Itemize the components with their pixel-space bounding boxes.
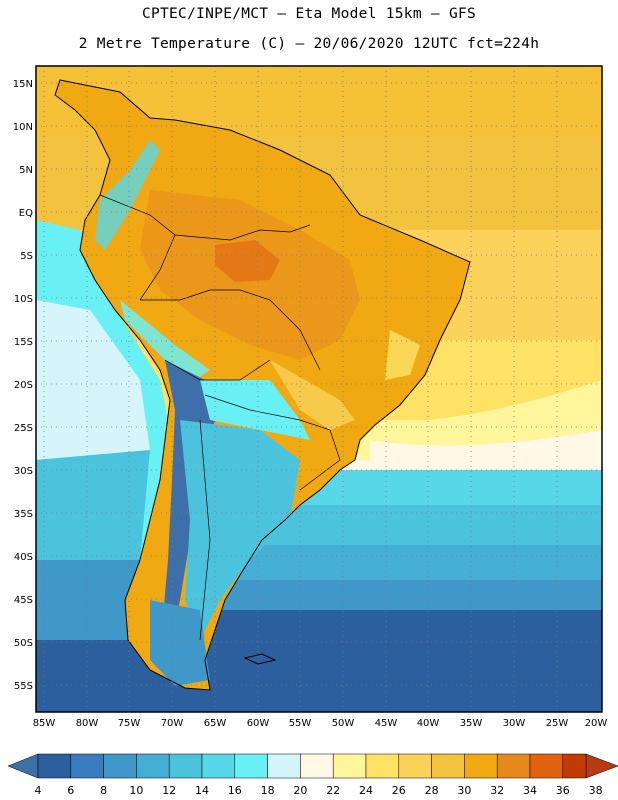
- lon-label: 35W: [460, 718, 483, 729]
- lat-label: 20S: [14, 380, 33, 391]
- lat-label: 30S: [14, 466, 33, 477]
- colorbar-label: 10: [129, 784, 143, 797]
- colorbar-label: 34: [523, 784, 537, 797]
- lon-label: 40W: [417, 718, 440, 729]
- lat-label: 25S: [14, 423, 33, 434]
- colorbar-segment: [365, 753, 400, 779]
- lon-label: 55W: [289, 718, 312, 729]
- colorbar-label: 6: [67, 784, 74, 797]
- lat-label: 55S: [14, 681, 33, 692]
- colorbar-segment: [70, 753, 104, 779]
- colorbar-segment: [103, 753, 137, 779]
- lat-label: 10S: [14, 294, 33, 305]
- colorbar-label: 14: [195, 784, 209, 797]
- lon-label: 70W: [161, 718, 184, 729]
- lat-label: 35S: [14, 509, 33, 520]
- lon-label: 60W: [247, 718, 270, 729]
- colorbar-label: 16: [228, 784, 242, 797]
- colorbar-label: 26: [392, 784, 406, 797]
- colorbar-segment: [234, 753, 268, 779]
- lat-label: 15S: [14, 337, 33, 348]
- colorbar-label: 20: [293, 784, 307, 797]
- colorbar-segment: [201, 753, 236, 779]
- colorbar-segment: [332, 753, 367, 779]
- map-title-line-2: 2 Metre Temperature (C) – 20/06/2020 12U…: [78, 36, 540, 52]
- colorbar-segment: [398, 753, 432, 779]
- lat-label: 5S: [20, 251, 33, 262]
- colorbar-segment: [136, 753, 170, 779]
- lat-label: 45S: [14, 595, 33, 606]
- latitude-axis: 15N 10N 5N EQ 5S 10S 15S 20S 25S 30S 35S…: [13, 79, 33, 692]
- colorbar-label: 22: [326, 784, 340, 797]
- lat-label: EQ: [19, 208, 33, 219]
- plot-frame: [35, 65, 603, 713]
- coastline: [54, 79, 471, 691]
- country-borders: [99, 194, 341, 641]
- colorbar-segment: [300, 753, 334, 779]
- colorbar-low-arrow: [7, 753, 39, 779]
- colorbar-segment: [267, 753, 301, 779]
- colorbar-label: 38: [589, 784, 603, 797]
- lat-label: 50S: [14, 638, 33, 649]
- colorbar-label: 32: [490, 784, 504, 797]
- colorbar: 4 6 8 10 12 14 16 18 20 22 24 26 28 30 3…: [7, 753, 618, 797]
- colorbar-label: 8: [100, 784, 107, 797]
- colorbar-segment: [529, 753, 564, 779]
- colorbar-segment: [562, 753, 587, 779]
- temperature-field: [36, 66, 602, 712]
- lon-label: 85W: [33, 718, 56, 729]
- lon-label: 65W: [204, 718, 227, 729]
- colorbar-label: 24: [359, 784, 373, 797]
- colorbar-label: 12: [162, 784, 176, 797]
- colorbar-segment: [464, 753, 498, 779]
- colorbar-label: 36: [556, 784, 570, 797]
- colorbar-label: 18: [261, 784, 275, 797]
- lon-label: 45W: [375, 718, 398, 729]
- colorbar-segment: [37, 753, 72, 779]
- colorbar-label: 30: [457, 784, 471, 797]
- lon-label: 50W: [332, 718, 355, 729]
- colorbar-segment: [496, 753, 531, 779]
- lat-label: 40S: [14, 552, 33, 563]
- colorbar-label: 4: [35, 784, 42, 797]
- lat-label: 15N: [13, 79, 33, 90]
- lon-label: 25W: [546, 718, 569, 729]
- map-title-line-1: CPTEC/INPE/MCT – Eta Model 15km – GFS: [141, 6, 477, 22]
- colorbar-segment: [431, 753, 465, 779]
- lon-label: 30W: [503, 718, 526, 729]
- lat-label: 10N: [13, 122, 33, 133]
- lat-label: 5N: [19, 165, 33, 176]
- colorbar-high-arrow: [585, 753, 618, 779]
- colorbar-segment: [168, 753, 203, 779]
- lon-label: 75W: [118, 718, 141, 729]
- lon-label: 20W: [585, 718, 608, 729]
- lon-label: 80W: [76, 718, 99, 729]
- colorbar-label: 28: [425, 784, 439, 797]
- longitude-axis: 85W 80W 75W 70W 65W 60W 55W 50W 45W 40W …: [33, 718, 608, 729]
